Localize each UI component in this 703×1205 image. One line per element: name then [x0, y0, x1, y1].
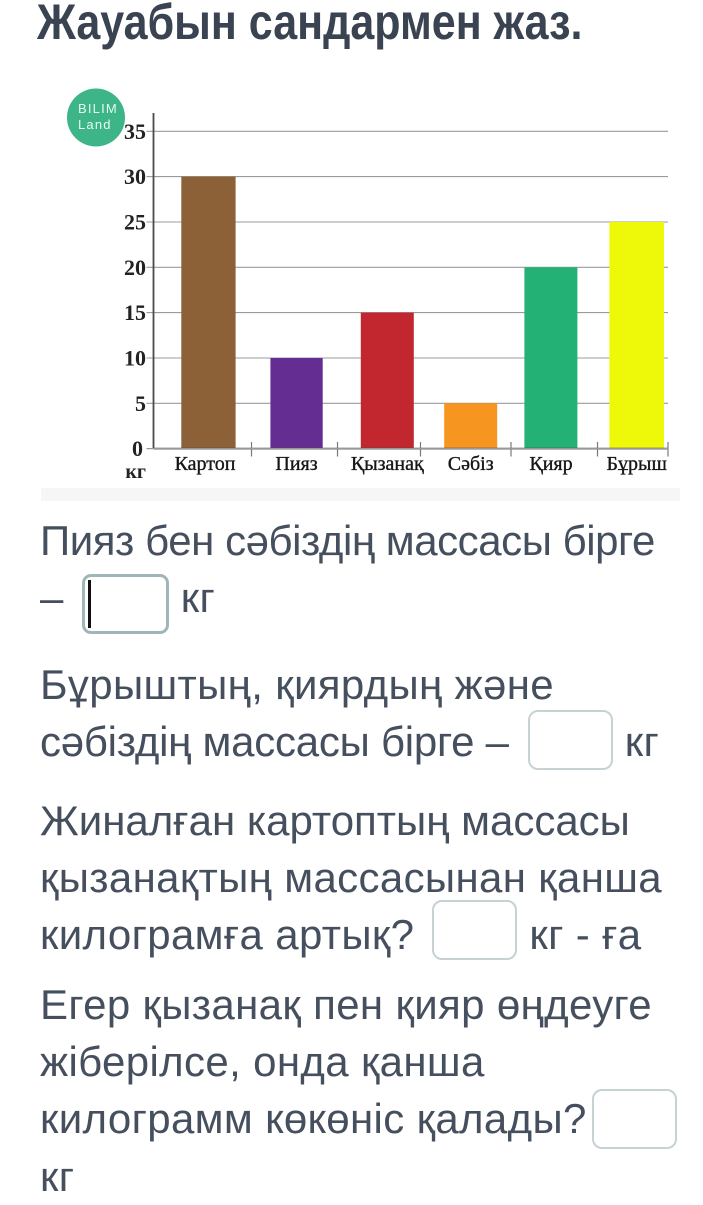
svg-text:Пияз: Пияз — [275, 453, 317, 475]
svg-text:кг: кг — [125, 461, 146, 483]
svg-text:Сәбіз: Сәбіз — [448, 453, 494, 475]
svg-text:5: 5 — [135, 391, 146, 416]
svg-text:Land: Land — [78, 117, 112, 132]
svg-text:Қызанақ: Қызанақ — [351, 453, 424, 475]
svg-text:15: 15 — [124, 300, 146, 325]
svg-text:Картоп: Картоп — [175, 453, 236, 475]
svg-text:35: 35 — [124, 119, 146, 144]
svg-text:30: 30 — [124, 164, 146, 189]
svg-text:0: 0 — [132, 436, 143, 461]
svg-text:20: 20 — [124, 255, 146, 280]
svg-text:BILIM: BILIM — [78, 101, 118, 116]
svg-text:10: 10 — [124, 346, 146, 371]
svg-text:Бұрыш: Бұрыш — [607, 453, 668, 475]
svg-text:Қияр: Қияр — [529, 453, 572, 475]
svg-text:25: 25 — [124, 210, 146, 235]
